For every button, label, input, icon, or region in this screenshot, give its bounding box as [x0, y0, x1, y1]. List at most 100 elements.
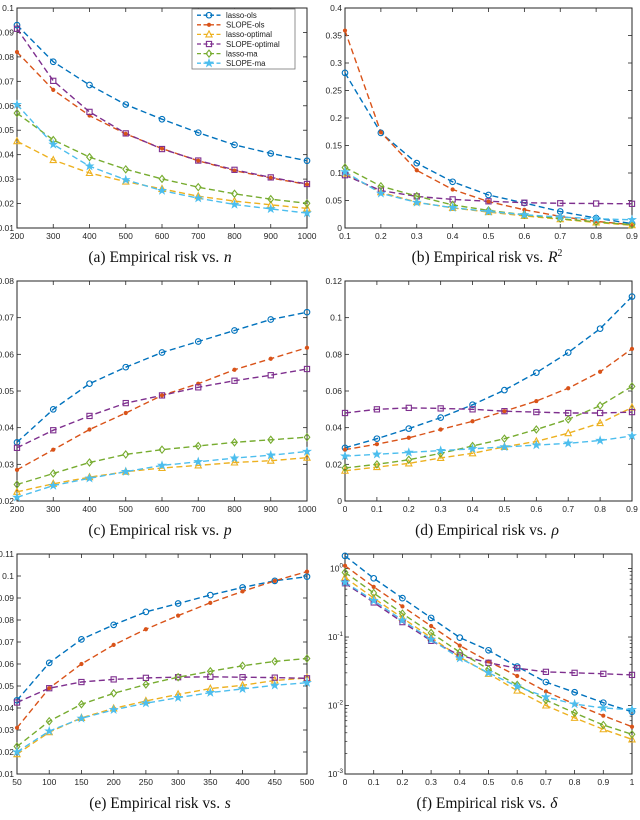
marker-star: [48, 480, 59, 490]
x-tick-label: 1000: [298, 231, 317, 241]
marker-dot: [438, 427, 443, 432]
x-tick-label: 0: [343, 777, 348, 787]
marker-square: [267, 174, 274, 181]
caption-a-text: (a) Empirical risk vs.: [88, 249, 220, 267]
caption-b-sup: 2: [557, 248, 563, 259]
marker-triangle: [49, 155, 58, 164]
marker-star: [12, 746, 22, 757]
x-tick-label: 450: [268, 777, 282, 787]
y-tick-label: 10-1: [328, 631, 344, 642]
subplot-d: 0 0.1 0.2 0.3 0.4 0.5 0.6 0.7 0.8 0.9 0 0.02 0.04 0.0…: [320, 273, 640, 546]
marker-circle: [231, 141, 238, 149]
y-tick-label: 0.05: [0, 386, 14, 396]
marker-circle: [206, 591, 214, 599]
x-tick-label: 200: [10, 231, 24, 241]
marker-circle: [231, 327, 238, 334]
marker-star: [627, 430, 637, 441]
marker-dot: [457, 643, 462, 648]
marker-square: [628, 408, 636, 416]
marker-square: [485, 198, 492, 205]
marker-triangle: [570, 713, 579, 721]
marker-dot: [159, 393, 165, 398]
x-tick-label: 0.2: [403, 504, 415, 514]
marker-square: [110, 676, 117, 683]
series-line-SLOPE-ma: [16, 104, 308, 214]
marker-diamond: [194, 441, 202, 451]
marker-dot: [304, 345, 310, 350]
marker-square: [13, 25, 21, 32]
marker-square: [571, 669, 578, 676]
marker-dot: [378, 130, 383, 135]
x-tick-label: 500: [119, 504, 133, 514]
marker-circle: [485, 191, 492, 199]
marker-circle: [456, 634, 464, 641]
x-tick-label: 0.8: [590, 231, 602, 241]
marker-square: [78, 678, 85, 686]
marker-star: [426, 634, 437, 644]
marker-diamond: [122, 450, 130, 459]
series-line-lasso-optimal: [344, 172, 633, 226]
caption-b: (b) Empirical risk vs. R2: [320, 245, 640, 267]
y-tick-label: 0.4: [330, 3, 342, 13]
marker-square: [469, 406, 476, 413]
marker-square: [122, 399, 129, 407]
marker-diamond: [110, 688, 118, 698]
marker-circle: [485, 646, 492, 654]
marker-diamond: [267, 435, 275, 445]
marker-circle: [303, 308, 311, 316]
marker-square: [122, 130, 129, 137]
marker-square: [557, 200, 564, 207]
marker-diamond: [564, 415, 572, 424]
marker-diamond: [484, 206, 493, 215]
marker-dot: [601, 713, 606, 718]
marker-circle: [194, 129, 202, 137]
marker-triangle: [564, 428, 573, 437]
marker-square: [50, 77, 57, 84]
y-tick-label: 0.04: [0, 423, 14, 433]
marker-star: [302, 446, 312, 456]
marker-diamond: [628, 729, 636, 739]
x-tick-label: 0.5: [483, 231, 495, 241]
marker-dot: [176, 613, 181, 618]
marker-diamond: [303, 432, 311, 442]
series-line-lasso-ols: [344, 555, 633, 713]
marker-star: [120, 466, 131, 476]
marker-dot: [304, 569, 310, 574]
marker-square: [592, 200, 600, 207]
marker-dot: [159, 146, 165, 151]
marker-star: [84, 160, 95, 171]
x-tick-label: 50: [12, 777, 22, 787]
marker-dot: [502, 409, 507, 414]
marker-star: [229, 199, 240, 209]
x-tick-label: 0.6: [530, 504, 542, 514]
marker-star: [193, 456, 204, 466]
caption-d: (d) Empirical risk vs. ρ: [320, 518, 640, 540]
y-tick-label: 0: [337, 496, 342, 506]
x-tick-label: 500: [300, 777, 314, 787]
series-line-SLOPE-ma: [344, 581, 633, 711]
marker-square: [158, 145, 166, 153]
series-line-lasso-optimal: [344, 406, 633, 472]
x-tick-label: 400: [82, 504, 96, 514]
marker-square: [514, 665, 521, 672]
y-tick-label: 0.07: [0, 76, 14, 86]
marker-star: [76, 713, 87, 723]
y-tick-label: 0.09: [0, 593, 14, 603]
marker-circle: [86, 380, 93, 388]
marker-star: [302, 207, 312, 218]
marker-star: [12, 99, 22, 109]
marker-square: [86, 108, 93, 116]
y-tick-label: 0.08: [0, 615, 14, 625]
marker-star: [302, 677, 312, 687]
marker-circle: [267, 150, 275, 157]
series-line-lasso-ols: [344, 296, 633, 449]
marker-dot: [406, 435, 411, 440]
marker-circle: [373, 435, 381, 443]
marker-square: [158, 392, 166, 399]
marker-dot: [400, 604, 405, 609]
marker-circle: [78, 636, 85, 643]
marker-square: [521, 199, 528, 206]
marker-star: [447, 202, 458, 212]
subplot-c: 200 300 400 500 600 700 800 900 1000 0.02 0.03 0.04…: [0, 273, 320, 546]
series-line-SLOPE-ma: [16, 450, 308, 498]
